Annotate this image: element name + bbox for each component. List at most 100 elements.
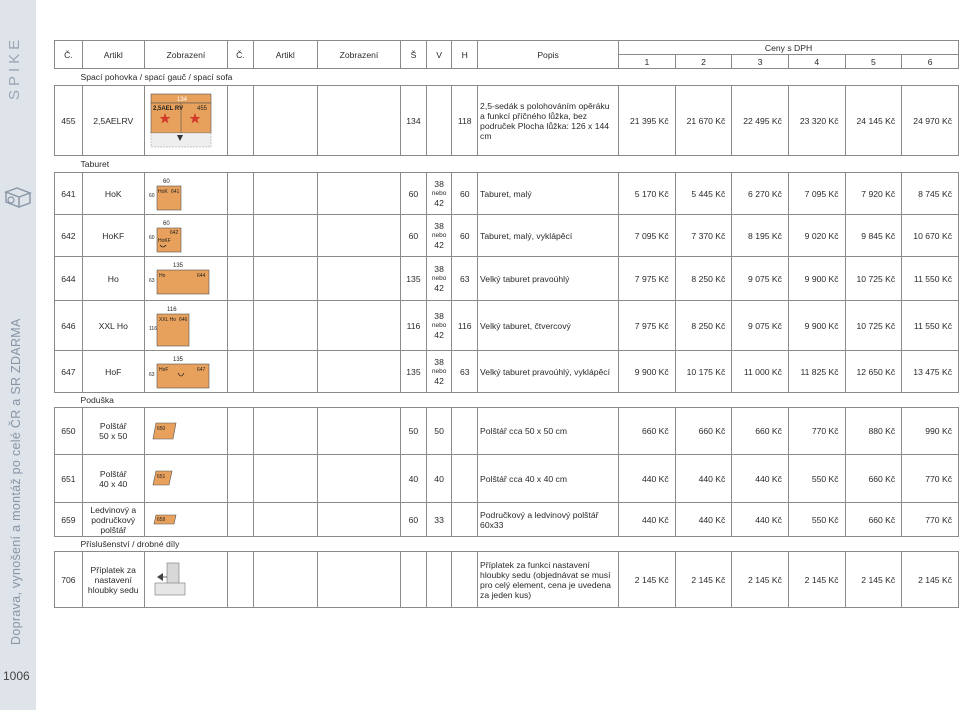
item-width: 40 (400, 454, 427, 503)
item-popis: Velký taburet, čtvercový (477, 300, 620, 351)
item-depth (451, 407, 479, 455)
section-poduska: Poduška (54, 392, 959, 408)
thumb-dim-side: 60 (149, 193, 155, 199)
price-2: 2 145 Kč (674, 551, 733, 608)
item-height (425, 551, 453, 608)
artikl-line-1: Ledvinový a (90, 504, 137, 515)
price-5: 12 650 Kč (844, 350, 903, 393)
item-drawing: 60 60 642 HoKF (143, 214, 229, 257)
thumb-label-code: 2,5AEL RV (153, 106, 183, 112)
taburet-drawing: 60 60 HoK 641 (149, 179, 182, 210)
item-depth: 118 (451, 85, 479, 156)
thumb-label-number: 646 (179, 317, 188, 323)
price-5: 2 145 Kč (844, 551, 903, 608)
price-1: 5 170 Kč (618, 172, 676, 215)
price-5: 9 845 Kč (844, 214, 903, 257)
item-height: 38 nebo 42 (425, 214, 453, 257)
item-drawing: 116 116 XXL Ho 646 (143, 300, 229, 351)
table-row: 650 Polštář 50 x 50 650 50 50 Polštář cc… (54, 407, 959, 455)
taburet-drawing: 135 63 Ho 644 (149, 263, 210, 294)
table-row: 647 HoF 135 63 HoF 647 135 38 nebo 42 63… (54, 350, 959, 393)
price-3: 9 075 Kč (731, 300, 789, 351)
thumb-label-code: HoKF (158, 238, 171, 244)
price-5: 660 Kč (844, 454, 903, 503)
price-6: 770 Kč (901, 454, 959, 503)
price-6: 13 475 Kč (901, 350, 959, 393)
price-5: 10 725 Kč (844, 300, 903, 351)
item-popis: Velký taburet pravoúhlý, vyklápěcí (477, 350, 620, 393)
height-option-1: 38 (434, 264, 444, 274)
item-artikl: Ledvinový a područkový polštář (81, 502, 145, 537)
item-artikl: HoK (81, 172, 145, 215)
fold-icon (177, 372, 185, 376)
thumb-label-code: XXL Ho (159, 317, 176, 323)
item-drawing: 135 63 HoF 647 (143, 350, 229, 393)
item-width: 60 (400, 502, 427, 537)
artikl-line-2: 40 x 40 (99, 478, 128, 489)
price-2: 5 445 Kč (674, 172, 733, 215)
item-number: 644 (54, 256, 83, 301)
taburet-drawing: 116 116 XXL Ho 646 (149, 307, 190, 346)
item-popis: Polštář cca 40 x 40 cm (477, 454, 620, 503)
free-delivery-note: Doprava, vynošení a montáž po celé ČR a … (9, 318, 23, 645)
item-depth: 63 (451, 350, 479, 393)
arrow-down-icon (176, 134, 183, 141)
height-option-2: 42 (434, 376, 444, 386)
item-depth (451, 502, 479, 537)
catalog-icon (4, 187, 32, 209)
thumb-label-number: 455 (197, 106, 208, 112)
table-row: 644 Ho 135 63 Ho 644 135 38 nebo 42 63 V… (54, 256, 959, 301)
artikl-line-3: polštář (100, 524, 127, 535)
price-3: 9 075 Kč (731, 256, 789, 301)
height-option-2: 42 (434, 283, 444, 293)
height-option-1: 38 (434, 179, 444, 189)
item-width: 50 (400, 407, 427, 455)
brand-logo: SPIKE (6, 35, 23, 100)
item-popis: 2,5-sedák s polohováním opěráku a funkcí… (477, 85, 620, 156)
price-1: 2 145 Kč (618, 551, 676, 608)
item-height: 38 nebo 42 (425, 256, 453, 301)
artikl-line-2: 50 x 50 (99, 431, 128, 441)
item-number: 642 (54, 214, 83, 257)
item-depth: 60 (451, 214, 479, 257)
thumb-label-number: 650 (157, 426, 166, 432)
price-4: 550 Kč (787, 454, 846, 503)
table-row: 706 Příplatek za nastavení hloubky sedu … (54, 551, 959, 608)
item-height: 38 nebo 42 (425, 172, 453, 215)
item-width: 60 (400, 214, 427, 257)
height-option-1: 38 (434, 357, 444, 367)
col-header-height: V (425, 40, 453, 69)
item-depth: 63 (451, 256, 479, 301)
thumb-dim-side: 60 (149, 235, 155, 241)
artikl-line-1: Polštář (99, 468, 127, 479)
price-3: 8 195 Kč (731, 214, 789, 257)
pillow-drawing: 659 (153, 514, 177, 524)
thumb-dim-top: 60 (163, 179, 170, 185)
item-number: 651 (54, 454, 83, 503)
col-header-no: Č. (54, 40, 83, 69)
item-popis: Polštář cca 50 x 50 cm (477, 407, 620, 455)
thumb-label-number: 644 (197, 273, 206, 279)
table-row: 651 Polštář 40 x 40 651 40 40 Polštář cc… (54, 454, 959, 503)
height-option-2: 42 (434, 198, 444, 208)
price-1: 21 395 Kč (618, 85, 676, 156)
price-2: 440 Kč (674, 454, 733, 503)
price-6: 10 670 Kč (901, 214, 959, 257)
item-number: 706 (54, 551, 83, 608)
item-drawing: 134 2,5AEL RV 455 (143, 85, 229, 156)
item-width: 134 (400, 85, 427, 156)
price-4: 9 020 Kč (787, 214, 846, 257)
thumb-label-number: 647 (197, 367, 206, 373)
price-table: Č. Artikl Zobrazení Č. Artikl Zobrazení … (54, 40, 959, 608)
col-header-depth: H (451, 40, 479, 69)
height-option-1: 38 (434, 311, 444, 321)
price-col-1: 1 (618, 54, 676, 69)
price-2: 7 370 Kč (674, 214, 733, 257)
table-row: 659 Ledvinový a područkový polštář 659 6… (54, 502, 959, 537)
col-header-popis: Popis (477, 40, 620, 69)
price-6: 770 Kč (901, 502, 959, 537)
item-number: 650 (54, 407, 83, 455)
price-2: 660 Kč (674, 407, 733, 455)
item-height: 50 (425, 407, 453, 455)
item-popis: Taburet, malý, vyklápěcí (477, 214, 620, 257)
